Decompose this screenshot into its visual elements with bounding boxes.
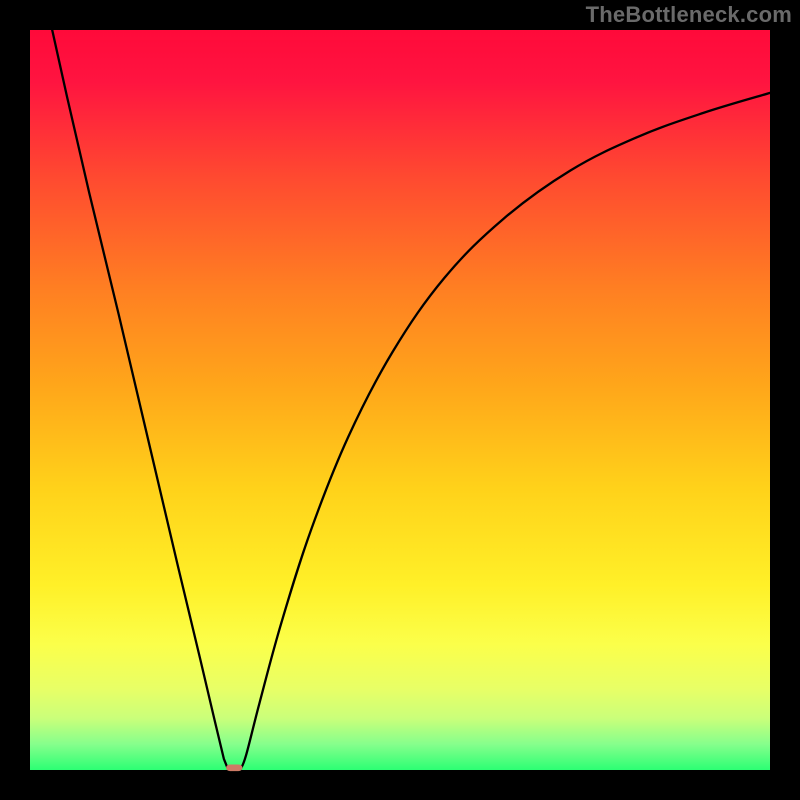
minimum-marker xyxy=(226,764,242,771)
bottleneck-chart xyxy=(0,0,800,800)
chart-container: TheBottleneck.com xyxy=(0,0,800,800)
gradient-background xyxy=(30,30,770,770)
watermark-text: TheBottleneck.com xyxy=(586,2,792,28)
